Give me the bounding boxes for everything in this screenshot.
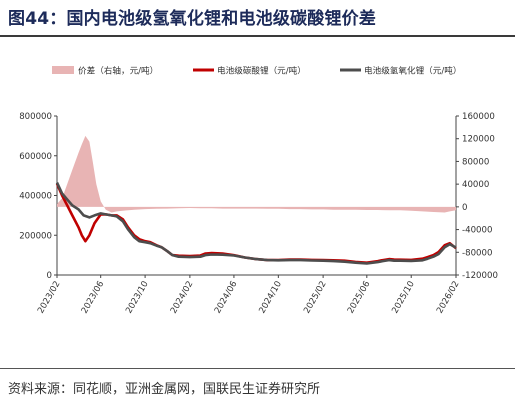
- x-tick-label: 2024/06: [213, 279, 240, 315]
- line-hydroxide: [55, 182, 457, 265]
- right-tick-label: -40000: [462, 226, 492, 236]
- x-tick-label: 2025/06: [346, 279, 373, 315]
- spread-area: [57, 135, 456, 213]
- top-rule: [0, 35, 515, 37]
- legend-label-carbonate: 电池级碳酸锂（元/吨）: [217, 65, 306, 77]
- x-tick-label: 2023/06: [80, 280, 107, 316]
- right-tick-label: 40000: [462, 180, 489, 190]
- x-tick-label: 2026/02: [435, 280, 462, 316]
- figure-title: 图44：国内电池级氢氧化锂和电池级碳酸锂价差: [8, 9, 377, 29]
- x-tick-label: 2024/10: [257, 279, 284, 315]
- legend-label-hydroxide: 电池级氢氧化锂（元/吨）: [364, 65, 461, 77]
- line-carbonate: [55, 183, 457, 265]
- chart: 价差（右轴，元/吨） 电池级碳酸锂（元/吨） 电池级氢氧化锂（元/吨） 0 200…: [19, 65, 498, 316]
- x-axis-ticks: 2023/02 2023/06 2023/10 2024/02 2024/06 2024/…: [36, 275, 462, 315]
- series-lines: [55, 182, 457, 265]
- series-spread: [57, 135, 456, 213]
- right-tick-label: 120000: [462, 135, 495, 145]
- x-tick-label: 2024/02: [169, 280, 196, 316]
- left-tick-label: 600000: [19, 152, 52, 162]
- right-tick-label: 80000: [462, 157, 489, 167]
- left-tick-label: 400000: [19, 192, 52, 202]
- right-axis-ticks: -120000 -80000 -40000 0 40000 80000 120000 1600…: [456, 112, 498, 281]
- left-tick-label: 0: [47, 271, 52, 281]
- legend-swatch-spread: [52, 66, 74, 74]
- right-tick-label: 160000: [462, 112, 495, 122]
- left-tick-label: 800000: [19, 112, 52, 122]
- source-note: 资料来源：同花顺，亚洲金属网，国联民生证券研究所: [8, 382, 321, 397]
- x-tick-label: 2025/02: [302, 279, 329, 315]
- x-tick-label: 2023/10: [124, 279, 151, 315]
- right-tick-label: -120000: [462, 271, 498, 281]
- x-tick-label: 2023/02: [36, 280, 63, 316]
- legend-label-spread: 价差（右轴，元/吨）: [78, 65, 158, 77]
- left-axis-ticks: 0 200000 400000 600000 800000: [19, 112, 57, 281]
- left-tick-label: 200000: [19, 231, 52, 241]
- right-tick-label: -80000: [462, 248, 492, 258]
- bottom-rule: [0, 368, 515, 369]
- legend: 价差（右轴，元/吨） 电池级碳酸锂（元/吨） 电池级氢氧化锂（元/吨）: [52, 65, 461, 77]
- x-tick-label: 2025/10: [390, 279, 417, 315]
- right-tick-label: 0: [462, 203, 467, 213]
